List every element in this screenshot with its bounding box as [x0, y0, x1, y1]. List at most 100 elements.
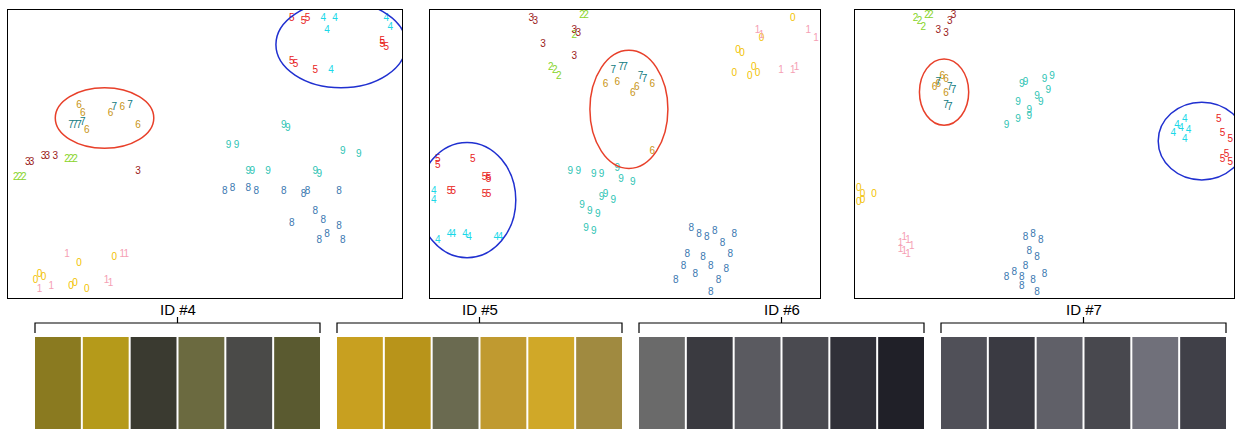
svg-text:9: 9 [630, 176, 636, 187]
svg-text:7: 7 [72, 119, 78, 130]
svg-text:5: 5 [289, 12, 295, 23]
svg-text:8: 8 [320, 214, 326, 225]
svg-text:8: 8 [1030, 274, 1036, 285]
svg-text:9: 9 [1042, 73, 1048, 84]
svg-text:4: 4 [328, 64, 334, 75]
svg-text:ID #4: ID #4 [160, 301, 196, 318]
svg-text:4: 4 [431, 185, 437, 196]
svg-text:0: 0 [68, 280, 74, 291]
svg-text:0: 0 [860, 188, 866, 199]
svg-text:9: 9 [1027, 104, 1033, 115]
svg-text:2: 2 [920, 21, 926, 32]
svg-text:9: 9 [583, 222, 589, 233]
svg-text:9: 9 [575, 165, 581, 176]
svg-text:1: 1 [901, 231, 907, 242]
svg-text:4: 4 [1186, 124, 1192, 135]
svg-text:6: 6 [84, 124, 90, 135]
svg-text:4: 4 [320, 12, 326, 23]
svg-text:8: 8 [336, 220, 342, 231]
svg-text:4: 4 [435, 234, 441, 245]
svg-text:5: 5 [305, 12, 311, 23]
svg-text:5: 5 [289, 55, 295, 66]
svg-text:9: 9 [246, 165, 252, 176]
svg-text:9: 9 [1049, 70, 1055, 81]
svg-text:1: 1 [909, 240, 915, 251]
svg-text:0: 0 [84, 283, 90, 294]
svg-text:9: 9 [1015, 96, 1021, 107]
svg-text:8: 8 [712, 225, 718, 236]
svg-text:7: 7 [936, 76, 942, 87]
svg-text:9: 9 [1015, 113, 1021, 124]
svg-text:5: 5 [447, 185, 453, 196]
svg-text:5: 5 [451, 185, 457, 196]
svg-text:6: 6 [634, 81, 640, 92]
svg-text:4: 4 [431, 194, 437, 205]
svg-text:4: 4 [462, 228, 468, 239]
svg-text:9: 9 [568, 165, 574, 176]
svg-text:0: 0 [755, 67, 761, 78]
svg-text:6: 6 [650, 78, 656, 89]
svg-text:6: 6 [119, 101, 125, 112]
svg-text:3: 3 [135, 165, 141, 176]
svg-text:5: 5 [1227, 133, 1233, 144]
svg-text:6: 6 [939, 70, 945, 81]
svg-text:9: 9 [1034, 90, 1040, 101]
svg-text:4: 4 [497, 231, 503, 242]
svg-text:4: 4 [383, 12, 389, 23]
svg-text:6: 6 [650, 145, 656, 156]
svg-text:8: 8 [728, 248, 734, 259]
svg-text:9: 9 [1038, 96, 1044, 107]
svg-text:9: 9 [587, 205, 593, 216]
svg-text:6: 6 [943, 87, 949, 98]
svg-text:1: 1 [898, 237, 904, 248]
svg-text:7: 7 [76, 119, 82, 130]
svg-text:9: 9 [265, 165, 271, 176]
svg-text:7: 7 [68, 119, 74, 130]
svg-text:2: 2 [928, 10, 934, 20]
svg-text:5: 5 [380, 38, 386, 49]
svg-text:5: 5 [1227, 156, 1233, 167]
svg-text:7: 7 [618, 61, 624, 72]
svg-text:5: 5 [486, 188, 492, 199]
svg-text:9: 9 [599, 168, 605, 179]
svg-text:3: 3 [540, 38, 546, 49]
svg-text:0: 0 [860, 194, 866, 205]
svg-text:8: 8 [708, 260, 714, 271]
svg-text:4: 4 [1182, 113, 1188, 124]
svg-text:9: 9 [599, 191, 605, 202]
svg-text:3: 3 [572, 50, 578, 61]
svg-text:2: 2 [68, 153, 74, 164]
svg-text:5: 5 [1216, 113, 1222, 124]
svg-text:8: 8 [720, 237, 726, 248]
svg-text:0: 0 [731, 67, 737, 78]
svg-text:1: 1 [790, 64, 796, 75]
svg-text:8: 8 [222, 185, 228, 196]
svg-text:8: 8 [692, 268, 698, 279]
svg-text:8: 8 [716, 274, 722, 285]
svg-text:7: 7 [80, 116, 86, 127]
svg-text:6: 6 [135, 119, 141, 130]
svg-text:2: 2 [913, 12, 919, 23]
svg-text:2: 2 [72, 153, 78, 164]
svg-text:9: 9 [285, 122, 291, 133]
svg-text:9: 9 [340, 145, 346, 156]
svg-text:1: 1 [123, 248, 129, 259]
svg-text:8: 8 [301, 188, 307, 199]
svg-text:8: 8 [685, 248, 691, 259]
svg-text:8: 8 [1034, 251, 1040, 262]
svg-text:0: 0 [739, 47, 745, 58]
svg-text:8: 8 [1042, 268, 1048, 279]
svg-text:8: 8 [708, 286, 714, 297]
svg-text:0: 0 [759, 32, 765, 43]
svg-text:8: 8 [681, 260, 687, 271]
svg-text:5: 5 [301, 15, 307, 26]
svg-text:8: 8 [689, 222, 695, 233]
svg-text:4: 4 [387, 21, 393, 32]
svg-text:8: 8 [230, 182, 236, 193]
svg-text:7: 7 [127, 99, 133, 110]
svg-text:6: 6 [936, 78, 942, 89]
svg-text:8: 8 [1023, 231, 1029, 242]
svg-text:8: 8 [324, 228, 330, 239]
svg-text:5: 5 [293, 58, 299, 69]
svg-text:0: 0 [37, 268, 43, 279]
